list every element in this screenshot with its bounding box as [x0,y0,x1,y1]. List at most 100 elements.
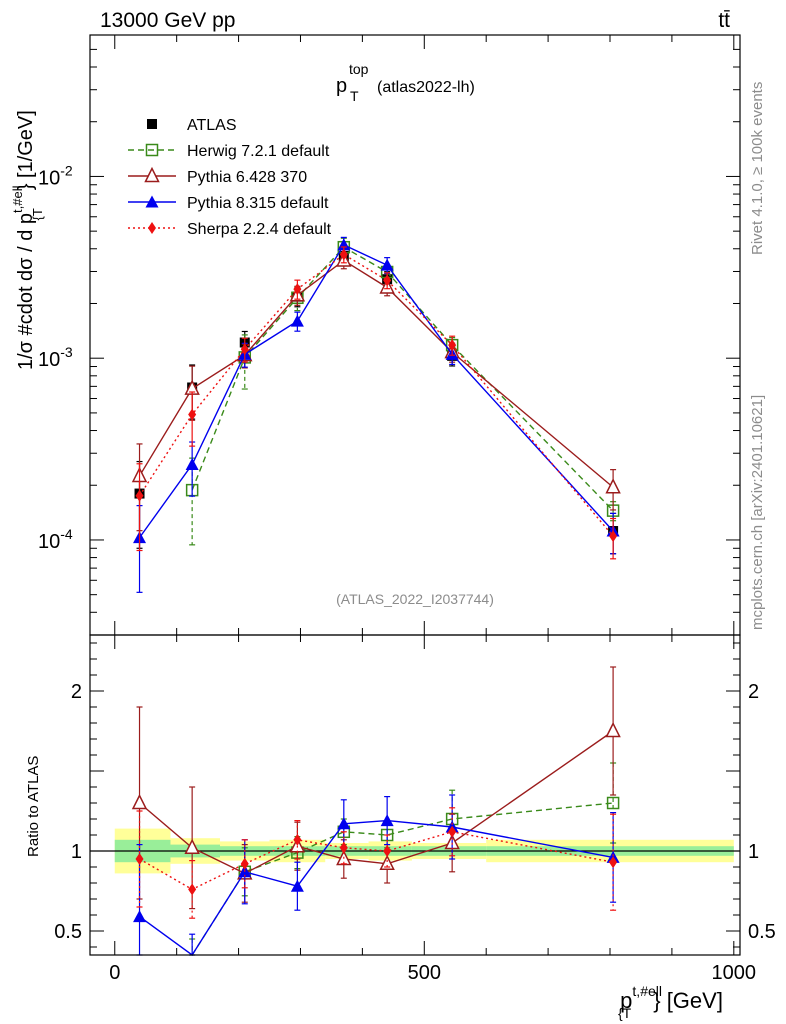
ratio-series-line [139,819,614,957]
ratio-series-pythia-6-428-370 [131,666,621,910]
data-point [448,339,457,352]
ratio-series-line [139,831,614,891]
ratio-point [337,817,351,830]
chart-title: p top T (atlas2022-lh) [336,61,475,104]
y-axis-label: 1/σ #cdot dσ / d pt,#ell {T } [1/GeV] [10,110,45,370]
x-tick-label: 500 [408,962,441,984]
y-tick-label: 10-4 [38,526,73,553]
xlabel-tail: } [GeV] [653,988,723,1013]
legend-entry: Pythia 6.428 370 [128,166,307,186]
legend: ATLAS Herwig 7.2.1 default Pythia 6.428 37… [128,117,332,238]
legend-marker [147,119,157,129]
title-sup: top [349,61,369,77]
svg-text:pt,#ell{T} [GeV]: pt,#ell {T } [GeV] [618,983,723,1021]
data-point [240,343,249,356]
analysis-label: (ATLAS_2022_I2037744) [336,591,494,607]
ratio-point [290,879,304,892]
ratio-point [293,833,302,846]
legend-entry: Pythia 8.315 default [128,195,329,212]
data-point [293,283,302,296]
ratio-point [379,854,395,871]
ratio-series-line [191,802,614,956]
ratio-point [188,883,197,896]
y-tick-label: 10-2 [38,162,73,189]
main-plot-series [131,236,621,593]
series-pythia-6-428-370 [131,251,621,532]
series-sherpa-2-2-4-default [135,246,618,560]
process-label: tt̄ [718,9,730,32]
ratio-point [131,793,148,810]
y-tick-label: 10-3 [38,344,73,371]
series-pythia-8-315-default [133,236,620,593]
data-point [383,274,392,287]
ratio-tick-label-right: 1 [748,841,759,863]
ylabel-main: 1/σ #cdot dσ / d p [15,213,37,370]
ratio-tick-label-left: 1 [71,841,82,863]
series-atlas [134,247,619,555]
data-point [188,408,197,421]
x-axis-label: pt,#ell {T } [GeV] [618,983,723,1021]
energy-label: 13000 GeV pp [100,9,235,32]
ratio-point [133,910,147,923]
axes: 0 500 1000 10-4 10-3 10-2 0.5 0.5 1 1 2 2 [38,34,776,984]
legend-label: Pythia 8.315 default [187,195,329,212]
series-line [138,259,614,488]
ratio-point [184,838,200,855]
ratio-series-pythia-8-315-default [133,794,620,957]
data-point [609,530,618,543]
data-point [605,478,621,494]
legend-marker [144,166,160,183]
ratio-series-sherpa-2-2-4-default [135,807,618,919]
data-point [337,238,351,251]
ratio-frame [89,634,741,956]
rivet-version-label: Rivet 4.1.0, ≥ 100k events [749,82,766,255]
data-point [380,258,394,271]
legend-label: Sherpa 2.2.4 default [187,221,332,238]
xlabel-sub: {T [618,1005,632,1021]
ratio-point [383,845,392,857]
data-point [339,248,348,261]
ratio-series-line [139,730,614,875]
ylabel-sub: {T [30,208,45,220]
xlabel-sup: t,#ell [632,983,662,999]
legend-label: Herwig 7.2.1 default [187,143,330,160]
ylabel-sup: t,#ell [10,185,25,213]
legend-entry: Sherpa 2.2.4 default [128,221,332,238]
ratio-point [339,841,348,854]
title-main: p [336,75,347,97]
series-herwig-7-2-1-default [185,237,620,546]
data-point [135,489,144,502]
legend-marker [145,143,159,157]
ratio-tick-label-right: 0.5 [748,921,776,943]
legend-entry: Herwig 7.2.1 default [128,143,330,160]
ratio-point [240,857,249,870]
legend-label: ATLAS [187,117,237,134]
series-line [138,244,614,539]
svg-text:1/σ #cdot dσ / d pt,#ell{T} [1: 1/σ #cdot dσ / d pt,#ell {T } [1/GeV] [10,110,45,370]
ratio-plot-series [131,666,621,957]
mcplots-label: mcplots.cern.ch [arXiv:2401.10621] [749,395,766,630]
ratio-tick-label-left: 2 [71,681,82,703]
ratio-point [448,825,457,838]
data-point [185,458,199,471]
ylabel-tail: } [1/GeV] [15,110,37,190]
legend-label: Pythia 6.428 370 [187,169,307,186]
data-point [290,314,304,327]
ratio-y-axis-label: Ratio to ATLAS [25,756,42,857]
xlabel-main: p [620,988,632,1013]
x-tick-label: 1000 [712,962,757,984]
title-tag: (atlas2022-lh) [377,79,475,96]
ratio-point [135,853,144,865]
series-line [138,253,614,537]
ratio-tick-label-right: 2 [748,681,759,703]
legend-marker [148,222,156,234]
title-sub: T [350,88,359,104]
x-tick-label: 0 [109,962,120,984]
ratio-point [609,856,618,869]
ratio-point [605,721,621,738]
legend-marker [145,195,159,208]
ratio-point [606,796,620,810]
ratio-tick-label-left: 0.5 [54,921,82,943]
ratio-point [380,814,394,827]
legend-entry: ATLAS [147,117,237,134]
